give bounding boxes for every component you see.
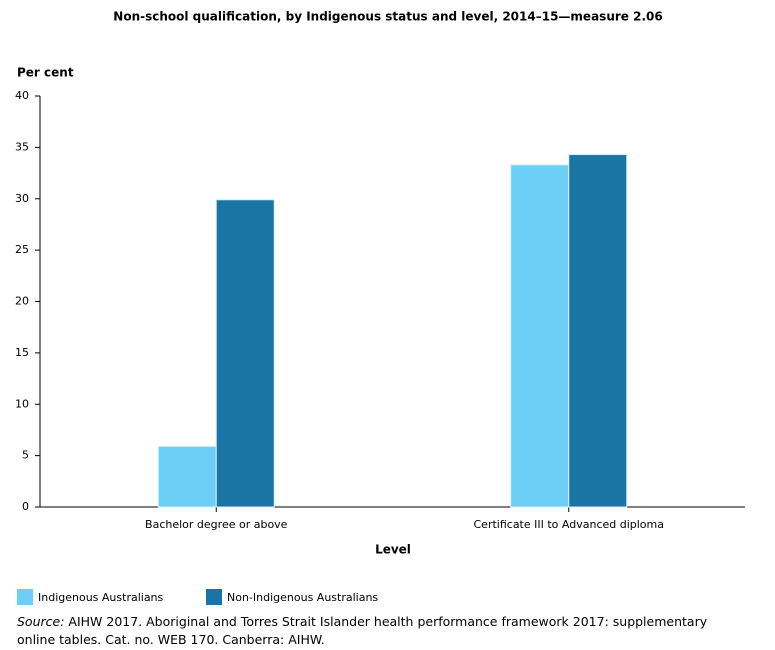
y-tick-label: 0: [22, 500, 29, 513]
bar: [157, 445, 217, 508]
x-tick-label: Bachelor degree or above: [145, 518, 288, 531]
x-tick-label: Certificate III to Advanced diploma: [474, 518, 665, 531]
legend-label: Non-Indigenous Australians: [227, 591, 378, 604]
legend-swatch: [206, 589, 222, 605]
x-axis-title: Level: [375, 543, 411, 557]
bar: [215, 199, 275, 508]
source-label: Source:: [17, 614, 65, 629]
y-tick-label: 20: [15, 295, 29, 308]
legend-label: Indigenous Australians: [38, 591, 164, 604]
chart-title: Non-school qualification, by Indigenous …: [113, 10, 662, 24]
y-tick-label: 15: [15, 346, 29, 359]
y-tick-label: 25: [15, 243, 29, 256]
y-axis-title: Per cent: [17, 66, 74, 80]
source: Source: AIHW 2017. Aboriginal and Torres…: [17, 613, 717, 649]
y-tick-label: 10: [15, 397, 29, 410]
legend-swatch: [17, 589, 33, 605]
y-tick-label: 5: [22, 449, 29, 462]
y-tick-label: 35: [15, 140, 29, 153]
bar: [568, 154, 628, 508]
source-text: AIHW 2017. Aboriginal and Torres Strait …: [17, 614, 708, 647]
y-tick-label: 30: [15, 192, 29, 205]
y-tick-label: 40: [15, 89, 29, 102]
bar: [510, 164, 570, 508]
chart: Non-school qualification, by Indigenous …: [15, 10, 745, 605]
